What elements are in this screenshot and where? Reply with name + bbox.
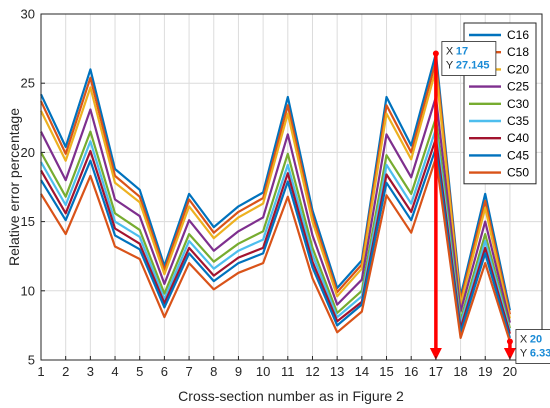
datatip-x-label: X [446, 46, 454, 58]
datatip-box [441, 41, 497, 76]
y-tick-label: 5 [28, 353, 35, 368]
y-tick-label: 30 [21, 7, 35, 22]
x-tick-label: 13 [330, 364, 344, 379]
datatip-marker[interactable] [432, 50, 439, 57]
legend-label-c18: C18 [507, 45, 529, 59]
y-tick-labels: 5 10 15 20 25 30 [21, 7, 45, 368]
x-tick-label: 1 [37, 364, 44, 379]
legend-label-c35: C35 [507, 114, 529, 128]
x-tick-label: 11 [281, 364, 295, 379]
x-tick-label: 18 [453, 364, 467, 379]
x-tick-label: 7 [185, 364, 192, 379]
legend-label-c25: C25 [507, 80, 529, 94]
x-tick-label: 10 [256, 364, 270, 379]
x-tick-label: 5 [136, 364, 143, 379]
legend-label-c45: C45 [507, 148, 529, 162]
x-tick-label: 3 [87, 364, 94, 379]
datatip-marker[interactable] [506, 338, 513, 345]
y-tick-label: 25 [21, 76, 35, 91]
x-tick-label: 8 [210, 364, 217, 379]
x-tick-labels: 1 2 3 4 5 6 7 8 9 10 11 12 13 14 15 16 17 18 19 20 [37, 356, 517, 379]
datatip-y-value: 27.145 [456, 60, 490, 72]
series-line-c45 [40, 147, 511, 339]
datatip-arrow-head [429, 348, 442, 360]
x-tick-label: 4 [111, 364, 118, 379]
datatip-y-value: 6.3333 [530, 348, 550, 360]
x-tick-label: 14 [355, 364, 369, 379]
x-tick-label: 16 [404, 364, 418, 379]
legend-label-c30: C30 [507, 97, 529, 111]
legend-label-c20: C20 [507, 62, 529, 76]
series-line-c40 [40, 137, 511, 335]
series-line-c50 [40, 156, 511, 342]
series-lines [40, 52, 511, 342]
series-line-c18 [40, 59, 511, 315]
datatip-markers [429, 50, 516, 360]
series-line-c20 [40, 68, 511, 319]
legend-label-c16: C16 [507, 28, 529, 42]
datatip-x-value: 17 [456, 46, 468, 58]
series-line-c16 [40, 52, 511, 311]
datatip-y-label: Y [520, 348, 528, 360]
y-tick-label: 20 [21, 145, 35, 160]
series-line-c30 [40, 116, 511, 329]
datatip-arrow-head [503, 348, 516, 360]
series-line-c25 [40, 95, 511, 323]
legend-label-c50: C50 [507, 166, 529, 180]
datatip-x-label: X [520, 334, 528, 346]
datatip-y-label: Y [446, 60, 454, 72]
y-tick-label: 10 [21, 283, 35, 298]
legend-label-c40: C40 [507, 131, 529, 145]
series-line-c35 [40, 127, 511, 332]
x-tick-label: 6 [161, 364, 168, 379]
x-tick-label: 2 [62, 364, 69, 379]
datatip-box [515, 329, 550, 364]
x-tick-label: 19 [478, 364, 492, 379]
x-axis-title: Cross-section number as in Figure 2 [178, 388, 404, 404]
x-tick-label: 15 [379, 364, 393, 379]
datatip-x-value: 20 [530, 334, 542, 346]
legend: C16 C18 C20 C25 C30 C35 C40 C45 C50 [463, 22, 537, 185]
x-tick-label: 12 [305, 364, 319, 379]
x-tick-label: 20 [503, 364, 517, 379]
x-tick-label: 9 [235, 364, 242, 379]
plot-border [40, 13, 543, 361]
y-axis-title: Relative error percentage [6, 108, 22, 266]
x-tick-label: 17 [429, 364, 443, 379]
y-tick-label: 15 [21, 214, 35, 229]
